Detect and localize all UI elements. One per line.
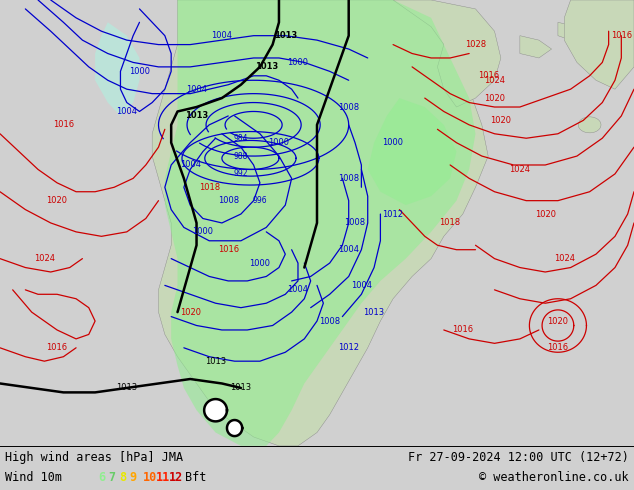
Text: 1020: 1020	[534, 210, 556, 219]
Polygon shape	[564, 0, 634, 89]
Polygon shape	[520, 36, 552, 58]
Text: 1008: 1008	[338, 102, 359, 112]
Text: 9: 9	[129, 471, 136, 485]
Text: 1013: 1013	[116, 384, 138, 392]
Text: 1020: 1020	[46, 196, 68, 205]
Text: 1004: 1004	[351, 281, 372, 290]
Text: 1020: 1020	[484, 94, 505, 102]
Text: High wind areas [hPa] JMA: High wind areas [hPa] JMA	[5, 451, 183, 465]
Text: 1012: 1012	[338, 343, 359, 352]
Polygon shape	[165, 0, 476, 446]
Text: 1013: 1013	[363, 308, 385, 317]
Text: 12: 12	[169, 471, 183, 485]
Text: 1013: 1013	[205, 357, 226, 366]
Text: 1016: 1016	[547, 343, 569, 352]
Text: 996: 996	[252, 196, 268, 205]
Text: © weatheronline.co.uk: © weatheronline.co.uk	[479, 471, 629, 485]
Text: 1000: 1000	[192, 227, 214, 236]
Text: 11: 11	[156, 471, 171, 485]
Text: 1016: 1016	[477, 72, 499, 80]
Text: 8: 8	[119, 471, 126, 485]
Polygon shape	[152, 0, 488, 446]
Text: 1016: 1016	[46, 343, 68, 352]
Text: 1018: 1018	[198, 183, 220, 192]
Text: 1012: 1012	[382, 210, 404, 219]
Text: 1028: 1028	[465, 40, 486, 49]
Text: 1024: 1024	[553, 254, 575, 263]
Text: 1016: 1016	[452, 325, 474, 335]
Text: 1000: 1000	[382, 138, 404, 147]
Text: 1008: 1008	[344, 219, 366, 227]
Text: Fr 27-09-2024 12:00 UTC (12+72): Fr 27-09-2024 12:00 UTC (12+72)	[408, 451, 629, 465]
Text: 1004: 1004	[338, 245, 359, 254]
Text: 1008: 1008	[217, 196, 239, 205]
Text: 1000: 1000	[268, 138, 290, 147]
Polygon shape	[204, 399, 227, 421]
Text: 1004: 1004	[179, 161, 201, 170]
Text: 1013: 1013	[185, 111, 208, 121]
Text: 984: 984	[234, 134, 248, 143]
Text: 988: 988	[234, 151, 248, 161]
Polygon shape	[227, 420, 242, 436]
Text: 7: 7	[108, 471, 115, 485]
Text: 1020: 1020	[179, 308, 201, 317]
Polygon shape	[558, 22, 583, 40]
Polygon shape	[95, 22, 139, 116]
Text: 10: 10	[143, 471, 157, 485]
Text: 1016: 1016	[611, 31, 632, 40]
Text: 1000: 1000	[249, 259, 271, 268]
Text: 1004: 1004	[211, 31, 233, 40]
Text: 1000: 1000	[129, 67, 150, 76]
Text: Bft: Bft	[185, 471, 207, 485]
Text: 1016: 1016	[217, 245, 239, 254]
Text: 992: 992	[234, 170, 248, 178]
Text: 1008: 1008	[338, 174, 359, 183]
Text: 1013: 1013	[230, 384, 252, 392]
Text: 6: 6	[98, 471, 105, 485]
Polygon shape	[368, 98, 456, 205]
Text: 1004: 1004	[186, 85, 207, 94]
Text: 1020: 1020	[547, 317, 569, 325]
Text: 1000: 1000	[287, 58, 309, 67]
Text: 1024: 1024	[484, 76, 505, 85]
Text: 1016: 1016	[53, 121, 74, 129]
Text: 1013: 1013	[255, 62, 278, 72]
Polygon shape	[578, 117, 601, 133]
Text: 1020: 1020	[490, 116, 512, 125]
Text: 1018: 1018	[439, 219, 461, 227]
Polygon shape	[393, 0, 501, 107]
Text: 1024: 1024	[509, 165, 531, 174]
Text: 1013: 1013	[274, 31, 297, 40]
Text: 1004: 1004	[116, 107, 138, 116]
Text: 1008: 1008	[319, 317, 340, 325]
Text: 1004: 1004	[287, 285, 309, 294]
Text: 1024: 1024	[34, 254, 55, 263]
Text: Wind 10m: Wind 10m	[5, 471, 62, 485]
